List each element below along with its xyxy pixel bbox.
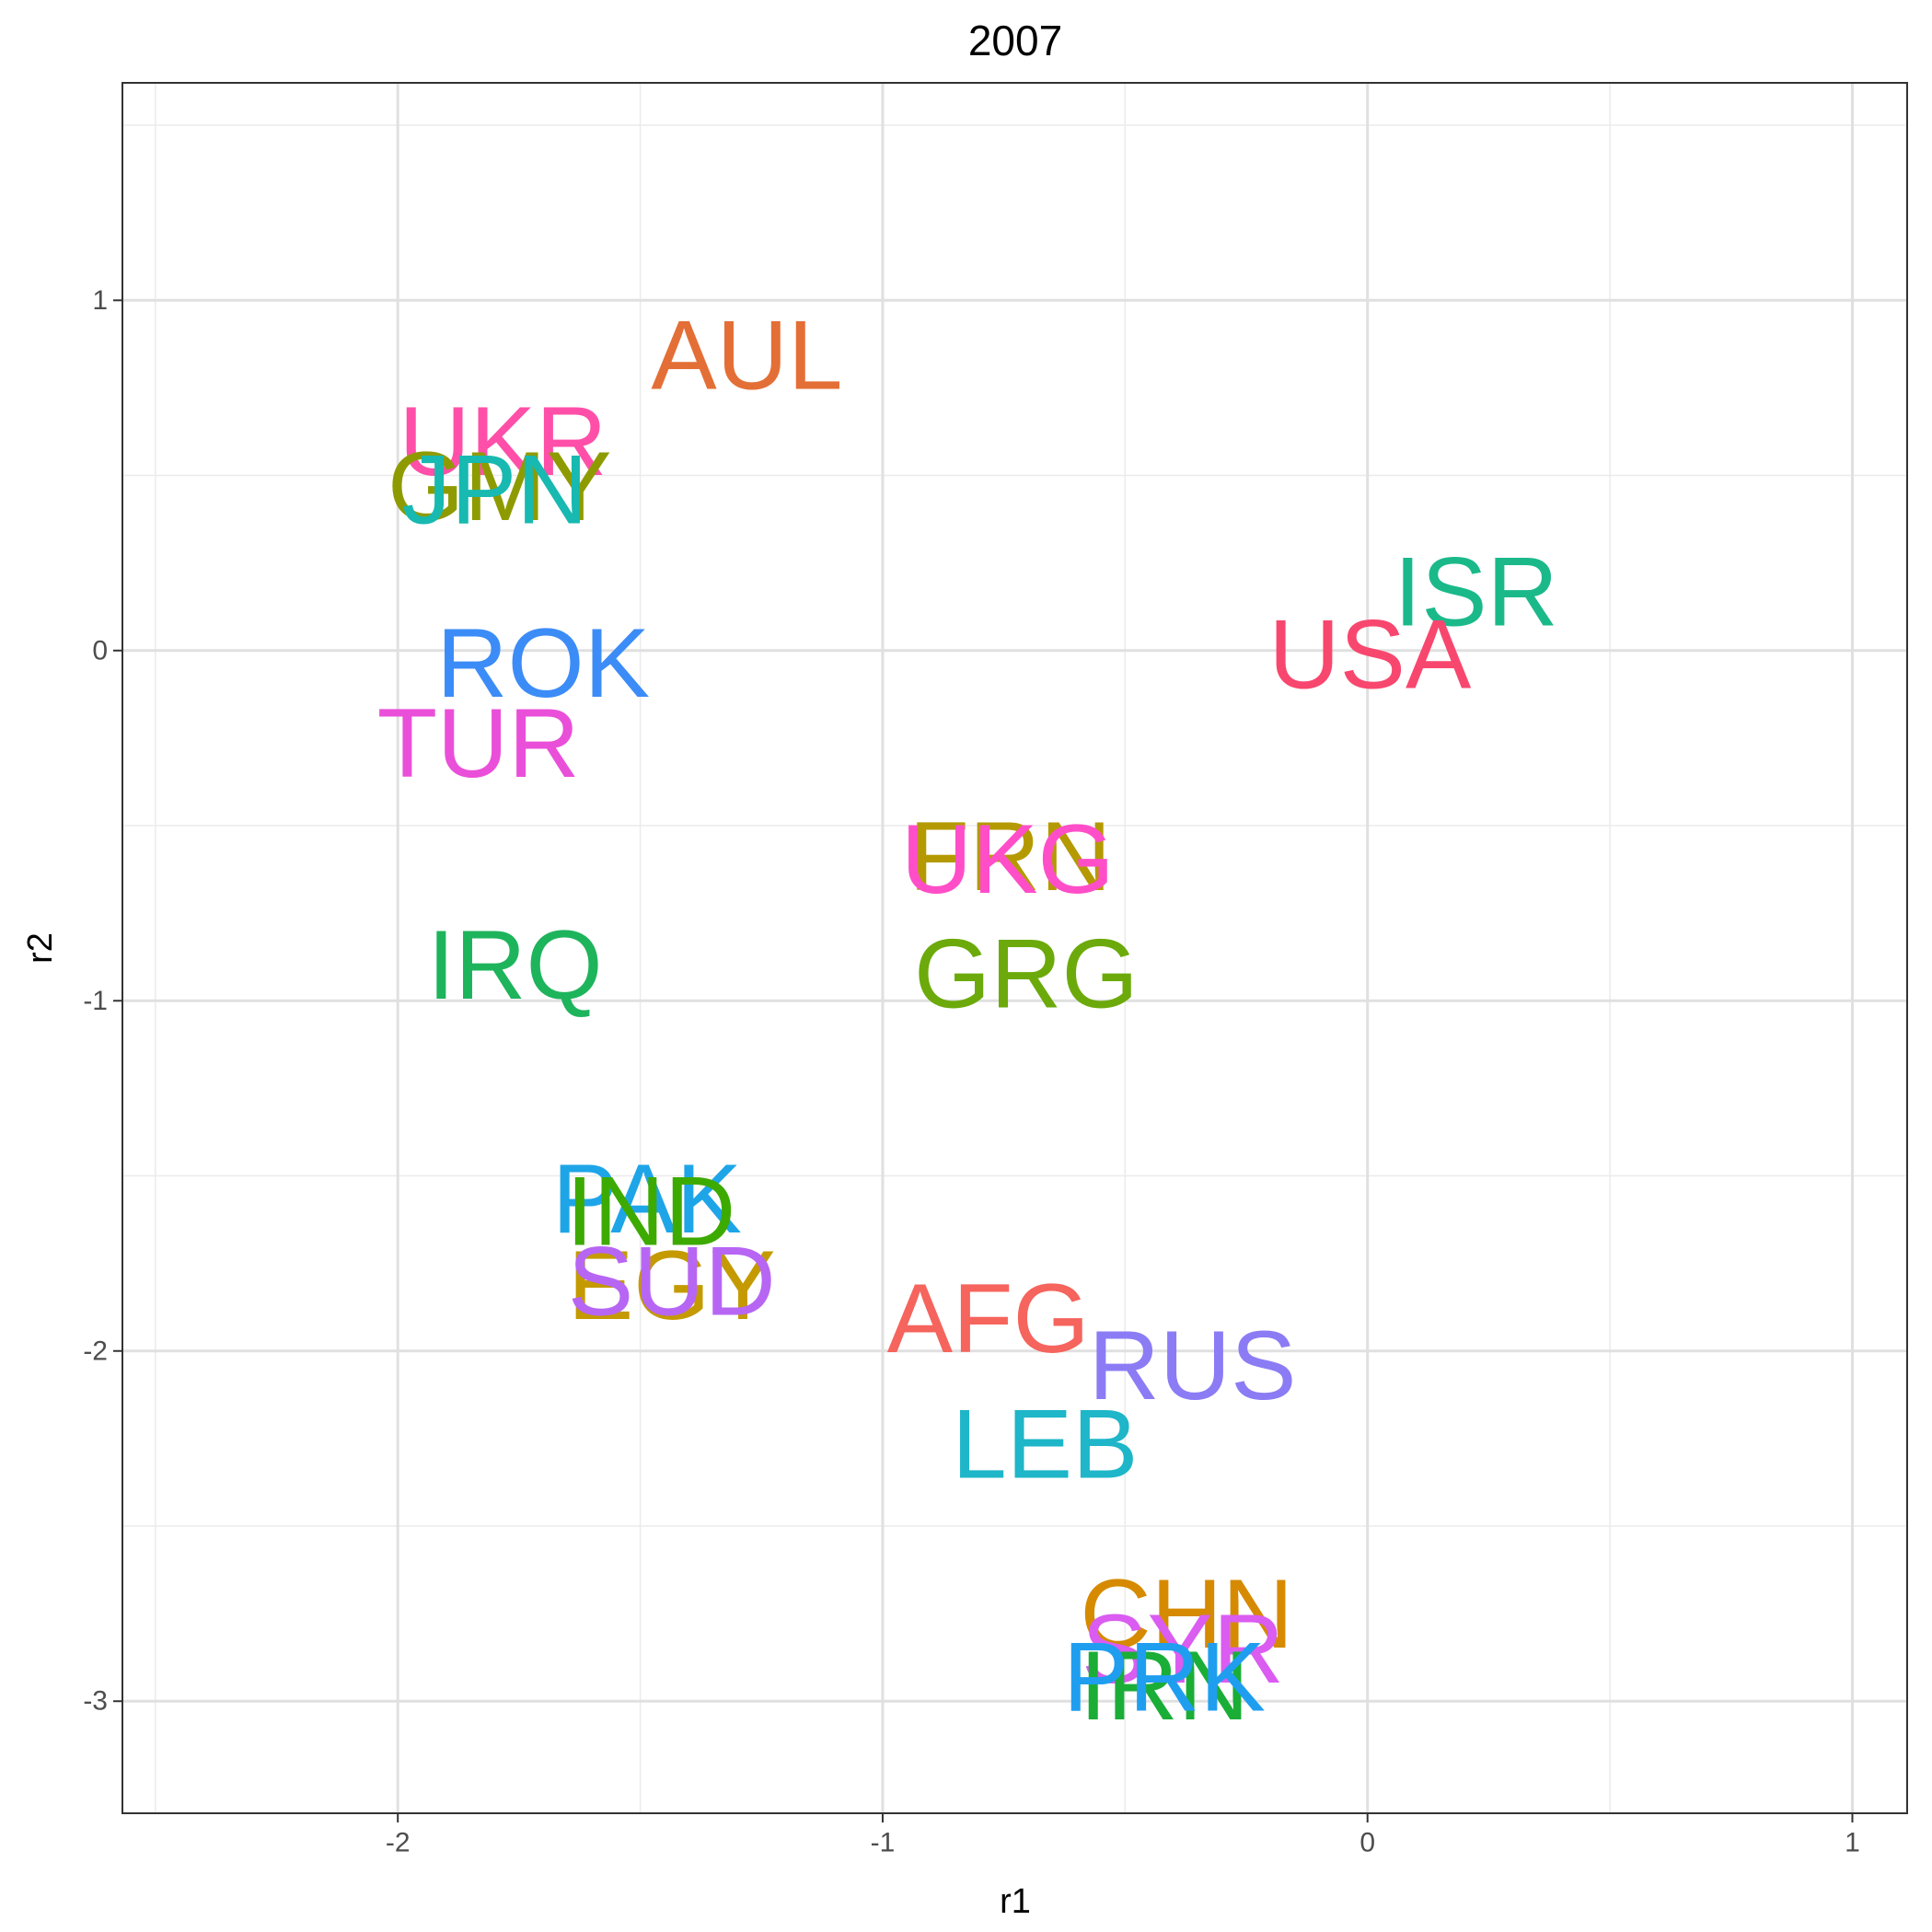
chart-title: 2007 — [968, 17, 1062, 64]
point-label: UKR — [399, 386, 607, 496]
point-label: IND — [566, 1156, 735, 1267]
panel-border — [121, 82, 1908, 1814]
x-tick-label: -1 — [871, 1828, 896, 1858]
point-label: LEB — [952, 1389, 1138, 1499]
y-axis-label: r2 — [21, 932, 60, 964]
point-label: GMY — [388, 431, 612, 541]
point-label: CHN — [1080, 1558, 1293, 1669]
point-label: RUS — [1089, 1310, 1297, 1420]
point-label: USA — [1268, 599, 1472, 710]
y-tick-label: 1 — [92, 285, 108, 316]
x-axis-label: r1 — [1000, 1882, 1031, 1921]
y-tick-label: -2 — [83, 1336, 108, 1366]
point-label: ROK — [436, 607, 650, 718]
point-label: EGY — [568, 1230, 776, 1340]
point-label: SUD — [568, 1226, 776, 1336]
y-tick-label: 0 — [92, 635, 108, 665]
point-label: GRG — [914, 919, 1139, 1029]
point-label: PRK — [1063, 1622, 1266, 1732]
point-label: UKG — [901, 804, 1115, 914]
x-tick-label: 0 — [1359, 1828, 1375, 1858]
x-tick-label: -2 — [386, 1828, 411, 1858]
point-label: AFG — [887, 1263, 1090, 1373]
point-label: IRQ — [428, 909, 603, 1020]
point-label: SYR — [1082, 1593, 1284, 1704]
y-tick-label: -3 — [83, 1686, 108, 1717]
point-label: AUL — [651, 300, 842, 411]
point-label: IRN — [1080, 1630, 1249, 1741]
point-label: TUR — [377, 688, 580, 798]
point-label: FRN — [909, 801, 1112, 911]
point-label: PAK — [552, 1143, 742, 1254]
x-tick-label: 1 — [1845, 1828, 1860, 1858]
point-label: JPN — [401, 434, 587, 545]
point-label: ISR — [1394, 536, 1558, 646]
y-tick-label: -1 — [83, 986, 108, 1016]
